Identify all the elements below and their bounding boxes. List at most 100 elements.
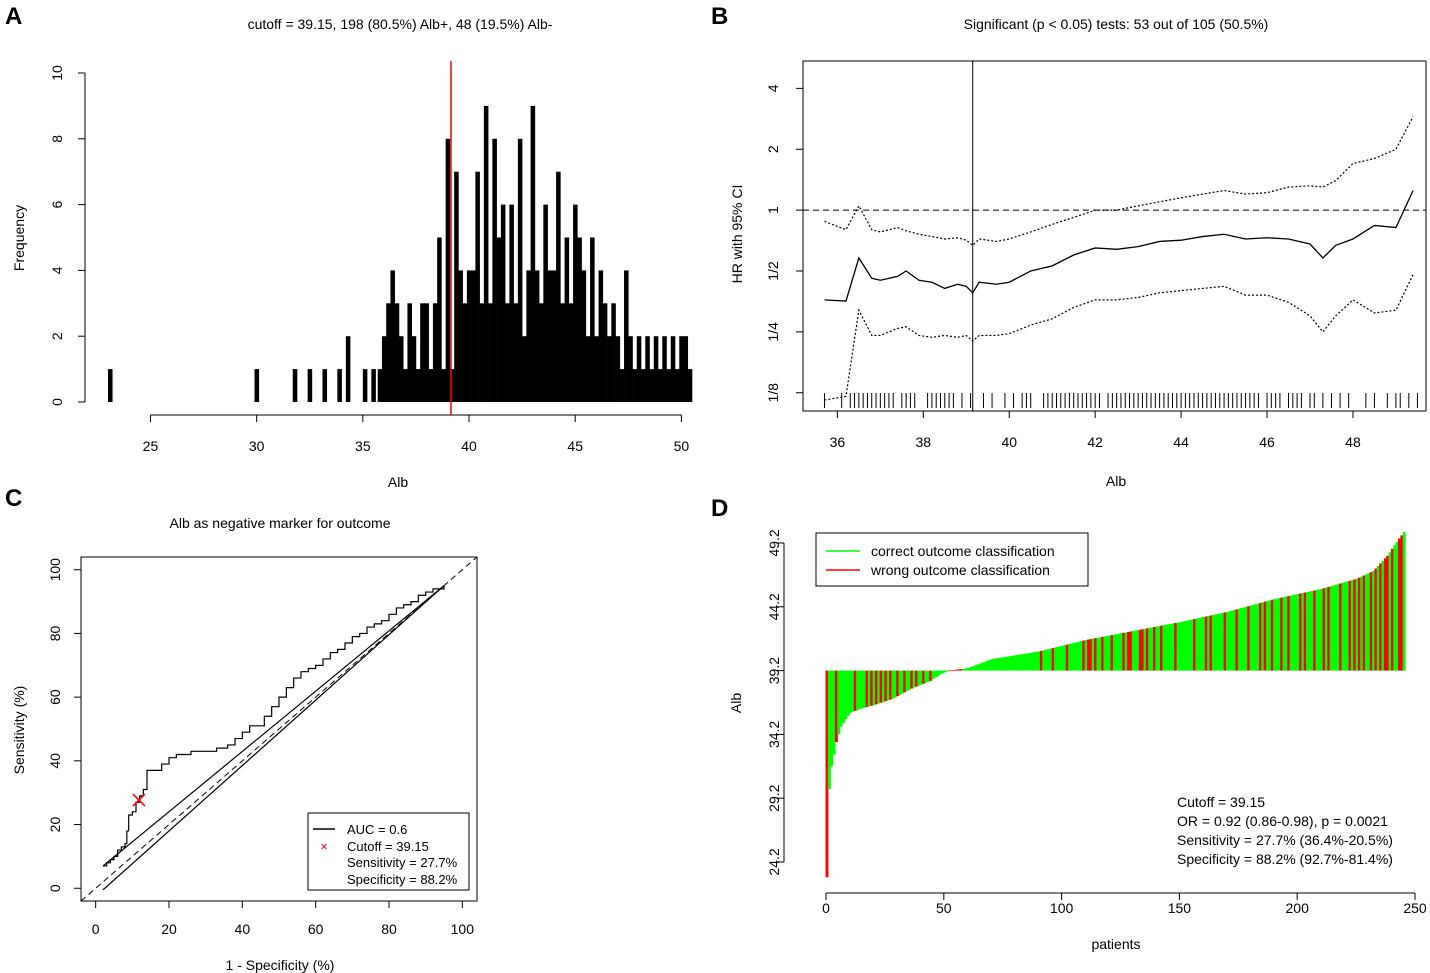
waterfall-bar <box>1242 607 1246 671</box>
waterfall-bar <box>1339 583 1343 671</box>
waterfall-bar <box>1263 601 1267 671</box>
waterfall-bar <box>1376 565 1380 671</box>
histogram-bar <box>636 336 642 402</box>
waterfall-bar <box>832 670 836 755</box>
hr-x-tick-label: 40 <box>1001 434 1017 450</box>
waterfall-bar <box>936 670 940 677</box>
waterfall-bar <box>1072 642 1076 671</box>
hr-estimate-line <box>824 190 1414 302</box>
waterfall-bar <box>841 670 845 723</box>
waterfall-bar <box>1294 594 1298 671</box>
histogram-bar <box>403 369 408 402</box>
waterfall-bar <box>995 658 999 671</box>
histogram-bar <box>522 336 527 402</box>
waterfall-bar <box>1280 597 1284 671</box>
waterfall-bar <box>1320 588 1324 671</box>
waterfall-bar <box>865 670 869 707</box>
waterfall-bar <box>1193 619 1196 671</box>
waterfall-bar <box>1120 633 1123 671</box>
waterfall-bar <box>1204 616 1208 671</box>
waterfall-bar <box>1211 614 1215 671</box>
waterfall-bar <box>1183 621 1187 671</box>
waterfall-bar <box>830 670 834 767</box>
histogram-bar <box>492 138 497 403</box>
histogram-bar <box>517 138 523 403</box>
waterfall-bar <box>1249 605 1253 671</box>
histogram-bar <box>420 303 425 402</box>
waterfall-x-tick-label: 50 <box>936 900 952 916</box>
waterfall-bar <box>1218 613 1222 671</box>
waterfall-bar <box>1367 573 1371 671</box>
waterfall-bar <box>980 662 984 671</box>
waterfall-bar <box>1143 628 1147 671</box>
histogram-bar <box>462 303 468 402</box>
roc-y-tick-label: 60 <box>47 689 63 705</box>
waterfall-y-tick-label: 44.2 <box>766 593 782 620</box>
waterfall-x-tick-label: 100 <box>1050 900 1074 916</box>
histogram-bar <box>624 270 629 402</box>
histogram-bar <box>471 270 476 402</box>
waterfall-bar <box>1259 602 1262 671</box>
waterfall-bar <box>1315 589 1319 671</box>
waterfall-bar <box>1016 654 1020 671</box>
waterfall-bar <box>912 670 916 688</box>
waterfall-bar <box>1112 634 1116 671</box>
waterfall-bar <box>948 670 951 672</box>
histogram-y-tick-label: 4 <box>49 266 65 274</box>
histogram-bar <box>615 336 621 402</box>
roc-legend-cutoff: Cutoff = 39.15 <box>347 839 429 854</box>
waterfall-bar <box>1089 639 1093 671</box>
waterfall-legend: correct outcome classification wrong out… <box>815 532 1089 587</box>
waterfall-bar <box>1058 646 1062 671</box>
waterfall-bar <box>1388 552 1392 671</box>
histogram-bar <box>628 336 633 402</box>
waterfall-bar <box>1178 622 1182 671</box>
waterfall-bar <box>856 670 860 710</box>
waterfall-bar <box>1185 620 1189 671</box>
waterfall-bar <box>1317 589 1321 671</box>
waterfall-bar <box>893 670 897 698</box>
waterfall-bar <box>1381 560 1385 671</box>
histogram-bar <box>594 336 599 402</box>
waterfall-bar <box>905 670 909 692</box>
histogram-bar <box>602 303 608 402</box>
waterfall-bar <box>1226 611 1229 671</box>
waterfall-bar <box>997 657 1001 671</box>
histogram-bar <box>683 336 689 402</box>
histogram-y-tick-label: 8 <box>49 135 65 143</box>
panel-letter-a: A <box>5 3 22 30</box>
waterfall-bar <box>931 670 935 680</box>
histogram-bar <box>337 369 342 402</box>
histogram-bar <box>590 237 595 402</box>
hr-title: Significant (p < 0.05) tests: 53 out of … <box>964 16 1269 32</box>
histogram-bar <box>411 336 417 402</box>
waterfall-bar <box>827 670 831 790</box>
waterfall-bar <box>1023 653 1027 671</box>
waterfall-bar <box>839 670 843 727</box>
waterfall-bar <box>1098 637 1102 671</box>
waterfall-bar <box>966 668 970 671</box>
waterfall-bar <box>903 670 907 693</box>
waterfall-bar <box>1042 650 1046 671</box>
hr-x-tick-label: 42 <box>1087 434 1103 450</box>
waterfall-bar <box>1167 624 1171 671</box>
waterfall-x-tick-label: 150 <box>1168 900 1192 916</box>
histogram-bar <box>653 336 659 402</box>
histogram-bar <box>466 270 472 402</box>
waterfall-bar <box>1308 591 1312 671</box>
waterfall-bar <box>889 670 893 700</box>
waterfall-bar <box>872 670 876 706</box>
histogram-x-tick-label: 35 <box>355 438 371 454</box>
roc-y-tick-label: 20 <box>47 817 63 833</box>
waterfall-bar <box>1289 595 1293 671</box>
roc-x-tick-label: 100 <box>451 921 475 937</box>
waterfall-bar <box>1362 575 1366 671</box>
roc-curve <box>103 585 445 867</box>
histogram-bar <box>345 336 351 402</box>
histogram-bar <box>458 270 463 402</box>
waterfall-bar <box>1152 627 1156 671</box>
waterfall-bar <box>959 669 963 671</box>
waterfall-bar <box>1096 637 1100 671</box>
histogram-bar <box>607 336 612 402</box>
waterfall-bar <box>971 666 975 671</box>
